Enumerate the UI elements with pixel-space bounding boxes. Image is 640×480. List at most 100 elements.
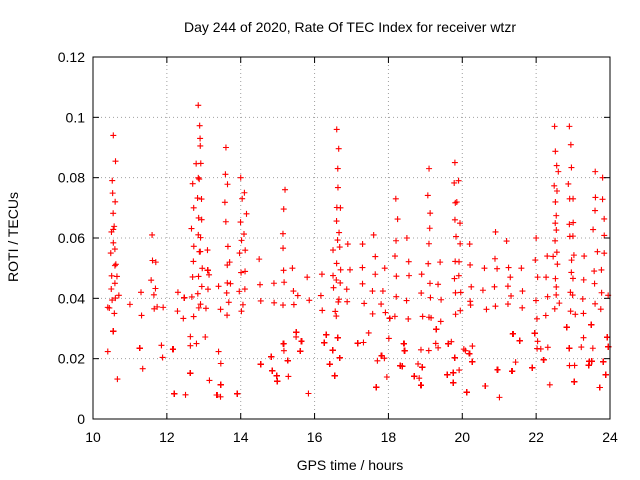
- data-point: [189, 273, 196, 280]
- noise-point: [217, 393, 224, 400]
- data-point: [405, 315, 412, 322]
- data-point: [570, 195, 577, 202]
- data-point: [227, 280, 234, 287]
- data-point: [241, 189, 248, 196]
- data-point: [108, 272, 115, 279]
- data-point: [598, 289, 605, 296]
- data-point: [196, 122, 203, 129]
- noise-point: [206, 377, 213, 384]
- data-point: [335, 145, 342, 152]
- data-point: [222, 218, 229, 225]
- x-tick-label: 12: [159, 429, 175, 445]
- data-point: [455, 272, 462, 279]
- data-point: [222, 171, 229, 178]
- noise-point: [354, 340, 361, 347]
- data-point: [359, 280, 366, 287]
- data-point: [190, 313, 197, 320]
- data-point: [279, 230, 286, 237]
- noise-point: [213, 391, 220, 398]
- noise-point: [400, 340, 407, 347]
- data-point: [188, 225, 195, 232]
- data-point: [241, 286, 248, 293]
- data-point: [280, 302, 287, 309]
- data-point: [552, 148, 559, 155]
- data-point: [336, 229, 343, 236]
- data-point: [319, 307, 326, 314]
- noise-point: [451, 354, 458, 361]
- data-point: [392, 195, 399, 202]
- noise-point: [571, 378, 578, 385]
- data-point: [542, 312, 549, 319]
- noise-point: [193, 340, 200, 347]
- data-point: [503, 238, 510, 245]
- data-point: [533, 315, 540, 322]
- data-point: [553, 283, 560, 290]
- data-point: [580, 276, 587, 283]
- data-point: [456, 258, 463, 265]
- data-point: [195, 174, 202, 181]
- noise-point: [531, 330, 538, 337]
- x-tick-label: 20: [454, 429, 470, 445]
- data-point: [344, 298, 351, 305]
- data-point: [452, 289, 459, 296]
- data-point: [215, 283, 222, 290]
- data-point: [110, 226, 117, 233]
- noise-point: [378, 352, 385, 359]
- data-point: [224, 279, 231, 286]
- data-point: [554, 261, 561, 268]
- data-point: [504, 301, 511, 308]
- data-point: [457, 307, 464, 314]
- data-point: [256, 256, 263, 263]
- data-point: [592, 194, 599, 201]
- data-point: [579, 295, 586, 302]
- data-point: [601, 215, 608, 222]
- data-point: [479, 287, 486, 294]
- noise-point: [305, 390, 312, 397]
- noise-point: [285, 373, 292, 380]
- data-point: [347, 266, 354, 273]
- noise-point: [580, 334, 587, 341]
- data-point: [334, 237, 341, 244]
- noise-point: [217, 360, 224, 367]
- data-point: [112, 198, 119, 205]
- data-point: [202, 305, 209, 312]
- data-point: [333, 218, 340, 225]
- noise-point: [169, 346, 176, 353]
- data-point: [393, 293, 400, 300]
- noise-point: [373, 384, 380, 391]
- data-point: [435, 281, 442, 288]
- data-point: [552, 220, 559, 227]
- data-point: [452, 199, 459, 206]
- noise-point: [378, 301, 385, 308]
- data-point: [452, 311, 459, 318]
- noise-point: [234, 390, 241, 397]
- data-point: [337, 279, 344, 286]
- data-point: [361, 300, 368, 307]
- data-point: [222, 144, 229, 151]
- data-point: [428, 314, 435, 321]
- data-point: [483, 306, 490, 313]
- data-point: [110, 210, 117, 217]
- data-point: [334, 165, 341, 172]
- data-point: [550, 253, 557, 260]
- noise-point: [588, 358, 595, 365]
- x-tick-label: 10: [85, 429, 101, 445]
- noise-point: [217, 381, 224, 388]
- data-point: [592, 207, 599, 214]
- data-point: [551, 305, 558, 312]
- data-point: [508, 292, 515, 299]
- noise-point: [425, 347, 432, 354]
- noise-point: [360, 339, 367, 346]
- y-tick-label: 0.04: [58, 290, 85, 306]
- data-point: [457, 240, 464, 247]
- data-point: [195, 273, 202, 280]
- noise-point: [571, 362, 578, 369]
- data-point: [197, 248, 204, 255]
- data-point: [553, 212, 560, 219]
- data-point: [335, 296, 342, 303]
- data-point: [195, 102, 202, 109]
- data-point: [455, 177, 462, 184]
- noise-point: [280, 347, 287, 354]
- data-point: [581, 253, 588, 260]
- noise-point: [331, 372, 338, 379]
